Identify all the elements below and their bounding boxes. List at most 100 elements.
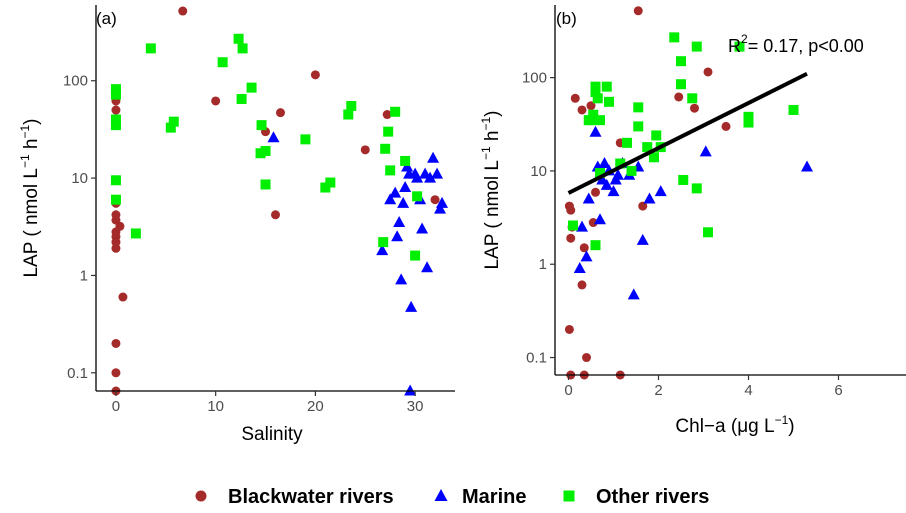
panel-b-r2-sup: 2 [741,32,748,46]
panel-b-triangle-point-8 [598,157,611,169]
panel-a-square-point-26 [383,126,394,137]
panel-b-square-point-15 [633,121,644,132]
panel-b-square-point-18 [649,152,659,163]
legend-other-rivers-marker [563,490,575,502]
panel-a-triangle-point-22 [434,202,447,214]
panel-a-square-point-6 [130,228,141,239]
panel-b-square-point-8 [595,167,605,178]
panel-b-square-point-9 [590,240,601,251]
panel-b-square-point-10 [601,81,612,92]
panel-b-circle-point-14 [591,187,600,197]
panel-b-circle-point-1 [566,205,576,215]
legend-marine-label: Marine [462,486,526,508]
panel-b-circle-point-20 [690,103,699,113]
panel-a-circle-point-1 [111,105,121,115]
panel-a-triangle-point-16 [416,222,429,234]
panel-a-square-point-28 [390,106,401,117]
panel-b-y-title-sup1: −1 [479,146,493,160]
panel-b-square-point-13 [622,137,632,148]
panel-b-square-point-5 [590,87,601,98]
panel-b-square-point-32 [788,104,799,115]
panel-b-x-tick-label-1: 2 [654,382,662,399]
panel-b-triangle-point-3 [582,192,595,204]
panel-b-y-axis-title: LAP ( nmol L−1 h−1) [479,110,503,269]
panel-b-triangle-point-21 [699,145,712,157]
panel-a-circle-point-18 [271,210,280,220]
panel-a-square-point-27 [385,165,396,176]
panel-b-triangle-point-18 [636,233,649,245]
panel-b-y-title-end: ) [482,110,503,116]
panel-b-circle-point-6 [570,93,580,103]
panel-a-ticks: 0 10 20 30 0.1 1 10 100 [63,73,423,415]
legend-blackwater-marker [195,490,207,502]
panel-a-x-tick-label-2: 20 [307,398,324,415]
panel-b-square-point-19 [651,130,662,141]
panel-b-r2-prefix: R [728,36,741,56]
panel-b-square-point-30 [743,111,754,122]
panel-b-circle-point-9 [577,280,587,290]
panel-b-square-point-22 [676,56,686,67]
panel-a-square-point-23 [346,101,357,112]
panel-a-triangle-point-23 [436,196,449,208]
panel-b-x-tick-label-2: 4 [744,382,752,399]
panel-a-square-point-2 [110,114,121,125]
panel-b-square-point-14 [626,165,637,176]
panel-b-circle-point-18 [638,201,648,211]
panel-a-square-point-17 [260,145,271,156]
panel-a-triangle-point-5 [393,215,406,227]
panel-a-square-point-5 [110,194,121,205]
panel-b-r2-annotation: R2= 0.17, p<0.00 [728,32,864,56]
panel-b-square-point-0 [568,220,578,231]
panel-b-x-title-end: ) [788,416,794,437]
panel-a-square-point-9 [168,116,179,127]
panel-b-square-point-17 [642,142,653,153]
panel-b-x-title-sup: −1 [775,413,789,427]
panel-a-triangle-point-7 [397,196,410,208]
panel-b-circle-point-8 [579,243,589,253]
panel-a-circle-point-11 [111,368,121,378]
panel-a-y-title-sup2: −1 [18,124,32,138]
panel-b-triangle-point-19 [643,192,656,204]
panel-b-y-tick-label-0: 0.1 [526,350,547,367]
panel-b-r2-text: = 0.17, p<0.00 [748,36,864,56]
panel-a-square-point-0 [110,84,121,95]
panel-b-fit-line [567,71,808,195]
panel-a-circle-point-8 [111,237,121,247]
panel-b-triangle-point-1 [576,220,588,232]
panel-b-circle-point-4 [564,324,574,334]
panel-a-square-point-13 [236,93,247,104]
panel-b-circle-point-19 [674,92,684,102]
panel-a-y-tick-label-3: 100 [63,73,88,90]
panel-b-square-point-23 [676,79,686,90]
panel-b-y-title-main: LAP ( nmol L [482,160,503,269]
panel-b-square-point-16 [633,102,644,113]
panel-a-circle-point-10 [111,338,121,348]
panel-a-triangle-point-21 [431,167,444,179]
panel-a-square-point-14 [246,82,257,93]
panel-a-triangle-point-0 [267,131,280,143]
legend: Blackwater rivers Marine Other rivers [195,486,709,508]
panel-b-triangle-point-11 [607,185,620,197]
panel-a-points [110,6,449,396]
panel-a-circle-point-13 [115,221,125,231]
panel-b-circle-point-13 [588,218,598,228]
panel-a-square-point-8 [165,122,176,133]
panel-a-triangle-point-4 [391,230,404,242]
panel-a-y-title-main: LAP ( nmol L [21,168,42,277]
panel-a-square-point-7 [145,43,156,54]
panel-a-x-tick-label-0: 0 [112,398,120,415]
panel-b-triangle-point-4 [589,125,602,137]
panel-a-y-tick-label-2: 10 [71,170,88,187]
panel-b-square-point-26 [691,41,702,52]
panel-b-square-point-4 [590,81,601,92]
panel-a-circle-point-9 [111,243,121,253]
panel-a-square-point-21 [325,177,336,188]
panel-a-square-point-1 [110,89,121,100]
panel-b-square-point-31 [743,117,754,128]
panel-a-square-point-15 [256,120,267,131]
panel-a-y-title-mid: h [21,138,42,154]
panel-b-y-tick-label-3: 100 [522,70,547,87]
panel-b-square-point-29 [734,41,745,52]
panel-a-triangle-point-8 [399,181,412,193]
